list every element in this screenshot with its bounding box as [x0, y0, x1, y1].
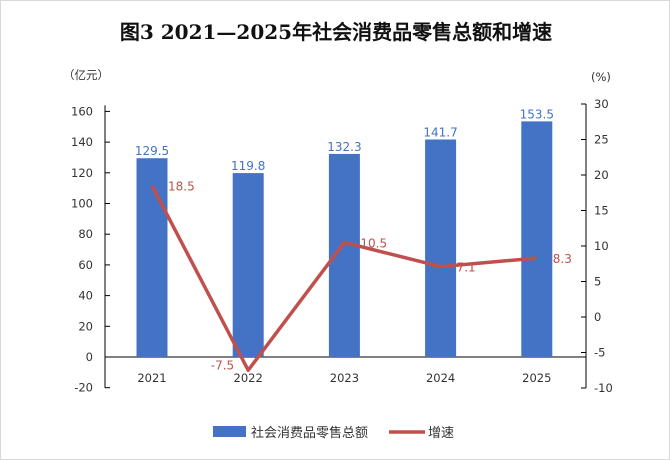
growth-line: 18.5 -7.5 10.5 7.1 8.3: [150, 180, 572, 372]
left-tick-label: 0: [86, 350, 93, 364]
legend: 社会消费品零售总额 增速: [213, 425, 454, 441]
right-tick-label: 30: [594, 97, 609, 111]
growth-value-label: 7.1: [457, 261, 476, 275]
right-tick-label: -10: [594, 381, 613, 395]
bar-value-label: 153.5: [520, 107, 554, 121]
bar-value-label: 132.3: [327, 140, 361, 154]
bar-2021: [136, 158, 168, 357]
category-label: 2024: [426, 371, 455, 385]
right-tick-label: 5: [594, 275, 601, 289]
left-tick-label: 140: [71, 135, 93, 149]
category-label: 2023: [330, 371, 359, 385]
right-tick-label: 10: [594, 239, 609, 253]
left-tick-label: 160: [71, 104, 93, 118]
bar-value-label: 119.8: [231, 159, 265, 173]
bar-2022: [232, 173, 264, 357]
left-tick-label: -20: [74, 381, 93, 395]
left-tick-label: 80: [78, 227, 93, 241]
right-tick-label: 15: [594, 204, 609, 218]
bar-value-label: 141.7: [423, 125, 457, 139]
legend-bar-swatch: [213, 426, 246, 437]
right-tick-label: -5: [594, 346, 605, 360]
category-label: 2021: [137, 371, 166, 385]
bar-2025: [521, 121, 553, 357]
bars: 129.5 119.8 132.3 141.7 153.5: [135, 107, 554, 357]
left-tick-label: 20: [78, 319, 93, 333]
left-axis-unit: （亿元）: [63, 68, 109, 82]
right-tick-label: 20: [594, 168, 609, 182]
right-axis: 30 25 20 15 10 5 0 -5 -10: [581, 97, 613, 395]
legend-bar-label: 社会消费品零售总额: [251, 425, 368, 441]
growth-value-label: 8.3: [553, 252, 572, 266]
bar-value-label: 129.5: [135, 144, 169, 158]
left-axis: 160 140 120 100 80 60 40 20 0 -20: [71, 104, 586, 395]
right-tick-label: 0: [594, 310, 601, 324]
growth-value-label: -7.5: [211, 358, 234, 372]
growth-value-label: 18.5: [168, 180, 195, 194]
left-tick-label: 40: [78, 289, 93, 303]
left-tick-label: 120: [71, 166, 93, 180]
category-label: 2022: [234, 371, 263, 385]
bar-2024: [425, 139, 457, 357]
left-tick-label: 60: [78, 258, 93, 272]
category-label: 2025: [522, 371, 551, 385]
category-labels: 2021 2022 2023 2024 2025: [137, 371, 551, 385]
right-axis-unit: (%): [591, 70, 611, 84]
legend-line-label: 增速: [428, 426, 454, 441]
chart-title: 图3 2021—2025年社会消费品零售总额和增速: [120, 20, 552, 44]
right-tick-label: 25: [594, 133, 609, 147]
left-tick-label: 100: [71, 197, 93, 211]
growth-value-label: 10.5: [360, 236, 387, 250]
